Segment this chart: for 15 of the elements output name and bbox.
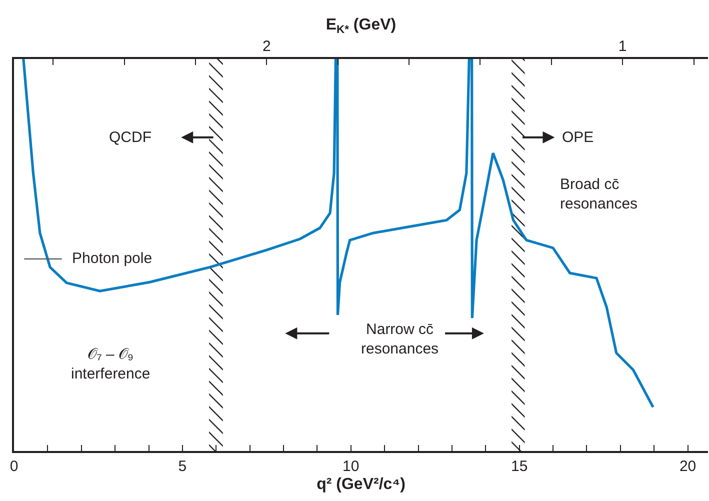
x-tick-label: 0	[10, 458, 18, 475]
annotation: 𝒪₇ – 𝒪₉ interference	[71, 346, 150, 382]
x-tick-label: 5	[178, 458, 187, 475]
annotation: OPE	[562, 129, 594, 146]
annotation: Photon pole	[72, 250, 152, 267]
x2-tick-label: 2	[262, 38, 271, 55]
x-tick-label: 10	[342, 458, 360, 475]
annotation: Broad cc̄ resonances	[560, 176, 638, 212]
x2-axis-title: E$_{K*}$ (GeV)	[326, 16, 396, 36]
x-tick-label: 20	[679, 458, 696, 475]
annotation: Narrow cc̄ resonances	[361, 321, 439, 358]
x-tick-label: 15	[510, 458, 528, 475]
annotation: QCDF	[109, 129, 152, 146]
x2-tick-label: 1	[618, 38, 627, 55]
x-axis-title: q² (GeV²/c⁴)	[316, 476, 406, 494]
